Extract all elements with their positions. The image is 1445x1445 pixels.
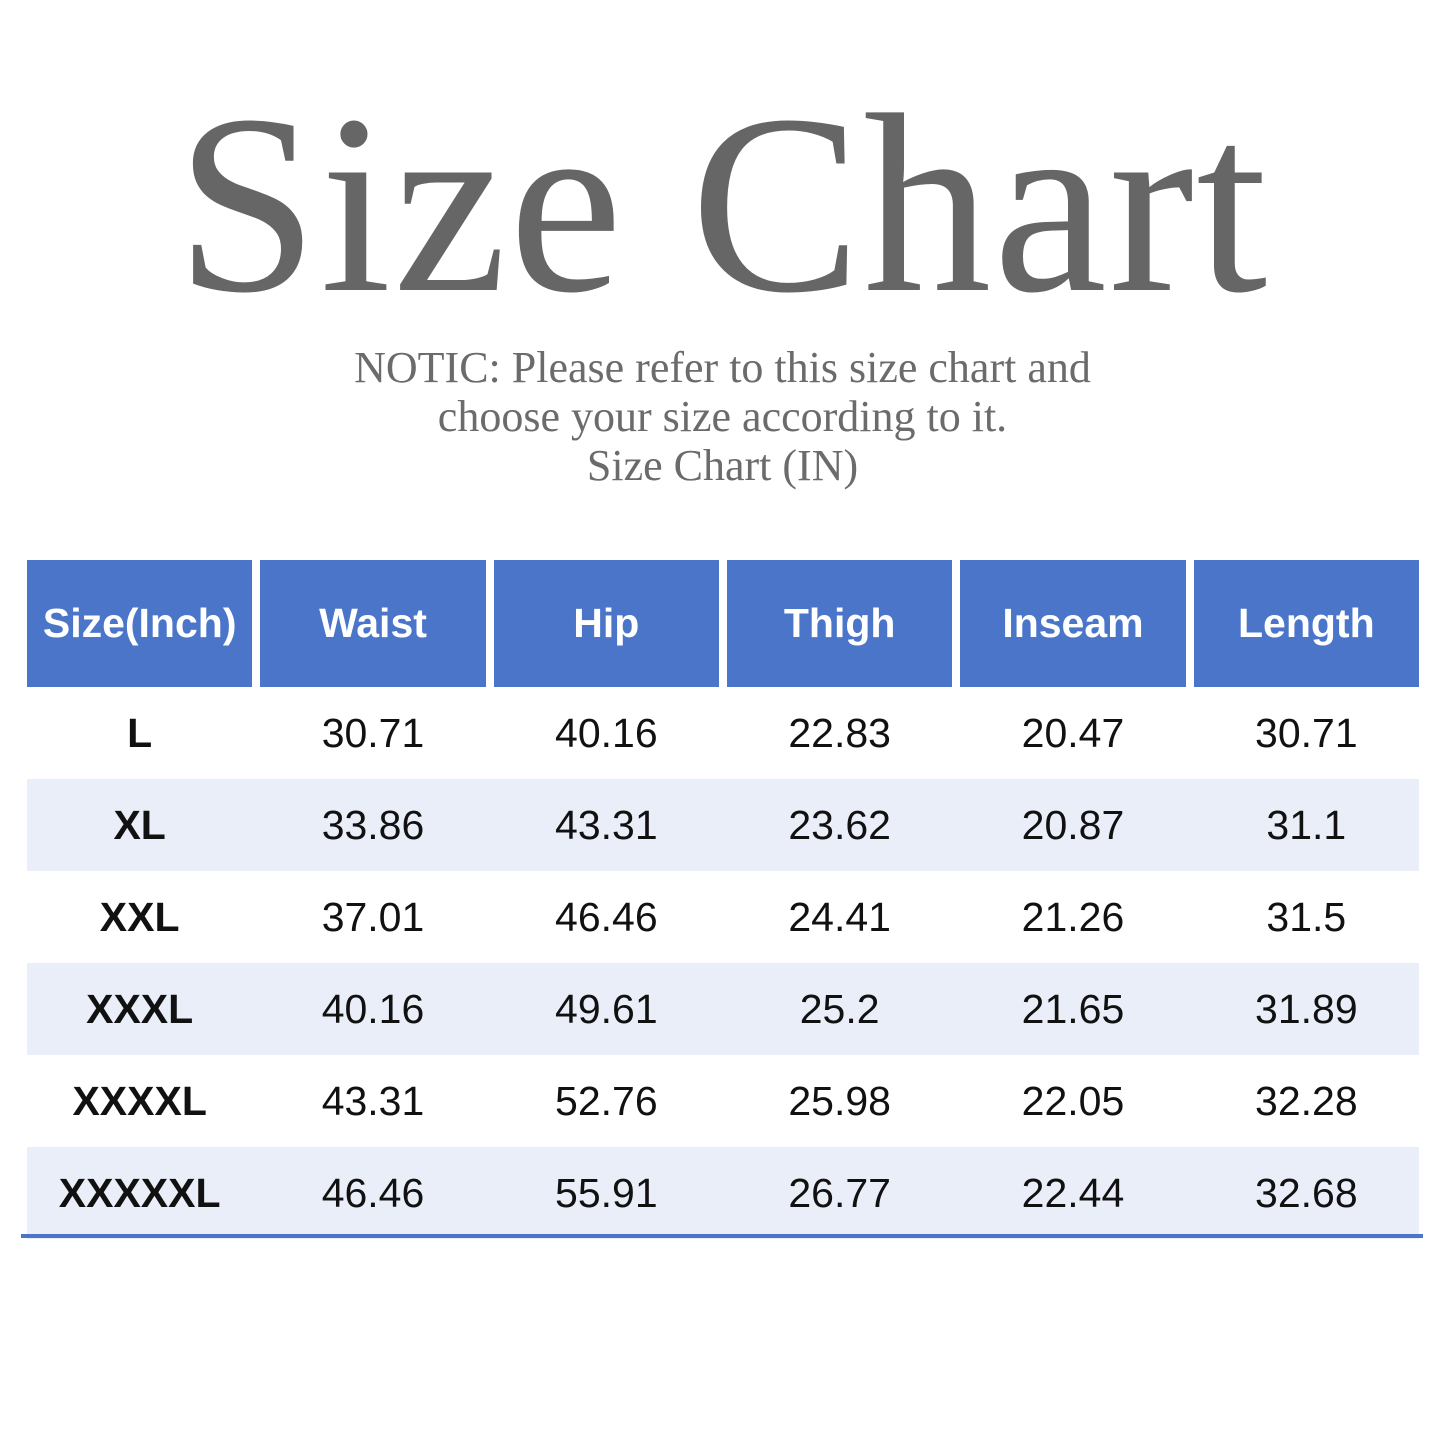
- value-cell: 43.31: [493, 779, 719, 871]
- notice-line-3: Size Chart (IN): [586, 441, 859, 490]
- value-cell: 52.76: [555, 1077, 658, 1124]
- header-row: Size(Inch) Waist Hip Thigh Inseam Length: [27, 556, 1419, 687]
- value-cell: 30.71: [321, 709, 425, 756]
- column-header-size-inch: Size(Inch): [27, 556, 253, 687]
- size-cell: XXL: [99, 893, 180, 940]
- notice-text: NOTIC: Please refer to this size chart a…: [0, 343, 1445, 490]
- value-cell: 25.2: [726, 963, 953, 1055]
- table-row: L 30.71 40.16 22.83 20.47 30.71: [27, 687, 1419, 779]
- value-cell: 46.46: [555, 893, 658, 940]
- table-row: XXXL 40.16 49.61 25.2 21.65 31.89: [27, 963, 1419, 1055]
- notice-line-1: NOTIC: Please refer to this size chart a…: [354, 343, 1091, 392]
- column-header-thigh: Thigh: [726, 556, 953, 687]
- value-cell: 22.05: [1021, 1077, 1125, 1124]
- size-cell: XXXL: [27, 963, 253, 1055]
- value-cell: 20.47: [1021, 709, 1125, 756]
- value-cell: 21.26: [1021, 893, 1125, 940]
- value-cell: 25.98: [788, 1077, 891, 1124]
- notice-line-2: choose your size according to it.: [437, 392, 1008, 441]
- size-cell: XXXXL: [72, 1077, 207, 1124]
- size-cell: L: [127, 709, 153, 756]
- value-cell: 49.61: [493, 963, 719, 1055]
- value-cell: 22.44: [960, 1147, 1186, 1239]
- value-cell: 40.16: [260, 963, 486, 1055]
- size-cell: XXXXXL: [27, 1147, 253, 1239]
- column-header-length: Length: [1193, 556, 1419, 687]
- table-row: XXXXL 43.31 52.76 25.98 22.05 32.28: [27, 1055, 1419, 1147]
- column-header-inseam: Inseam: [960, 556, 1186, 687]
- value-cell: 23.62: [726, 779, 953, 871]
- value-cell: 22.83: [788, 709, 891, 756]
- table-row: XXXXXL 46.46 55.91 26.77 22.44 32.68: [27, 1147, 1419, 1239]
- value-cell: 31.5: [1266, 893, 1347, 940]
- value-cell: 33.86: [260, 779, 486, 871]
- table-row: XL 33.86 43.31 23.62 20.87 31.1: [27, 779, 1419, 871]
- table-bottom-border: [21, 1234, 1423, 1238]
- size-table: Size(Inch) Waist Hip Thigh Inseam Length L 30.…: [19, 556, 1427, 1239]
- value-cell: 20.87: [960, 779, 1186, 871]
- page-title: Size Chart: [175, 63, 1270, 346]
- value-cell: 37.01: [321, 893, 425, 940]
- table-row: XXL 37.01 46.46 24.41 21.26 31.5: [27, 871, 1419, 963]
- column-header-waist: Waist: [260, 556, 486, 687]
- value-cell: 46.46: [260, 1147, 486, 1239]
- value-cell: 21.65: [960, 963, 1186, 1055]
- value-cell: 26.77: [726, 1147, 953, 1239]
- value-cell: 55.91: [493, 1147, 719, 1239]
- column-header-hip: Hip: [493, 556, 719, 687]
- value-cell: 43.31: [321, 1077, 425, 1124]
- value-cell: 31.89: [1193, 963, 1419, 1055]
- value-cell: 32.68: [1193, 1147, 1419, 1239]
- value-cell: 30.71: [1255, 709, 1358, 756]
- size-cell: XL: [27, 779, 253, 871]
- value-cell: 40.16: [555, 709, 658, 756]
- value-cell: 24.41: [788, 893, 891, 940]
- value-cell: 32.28: [1255, 1077, 1358, 1124]
- value-cell: 31.1: [1193, 779, 1419, 871]
